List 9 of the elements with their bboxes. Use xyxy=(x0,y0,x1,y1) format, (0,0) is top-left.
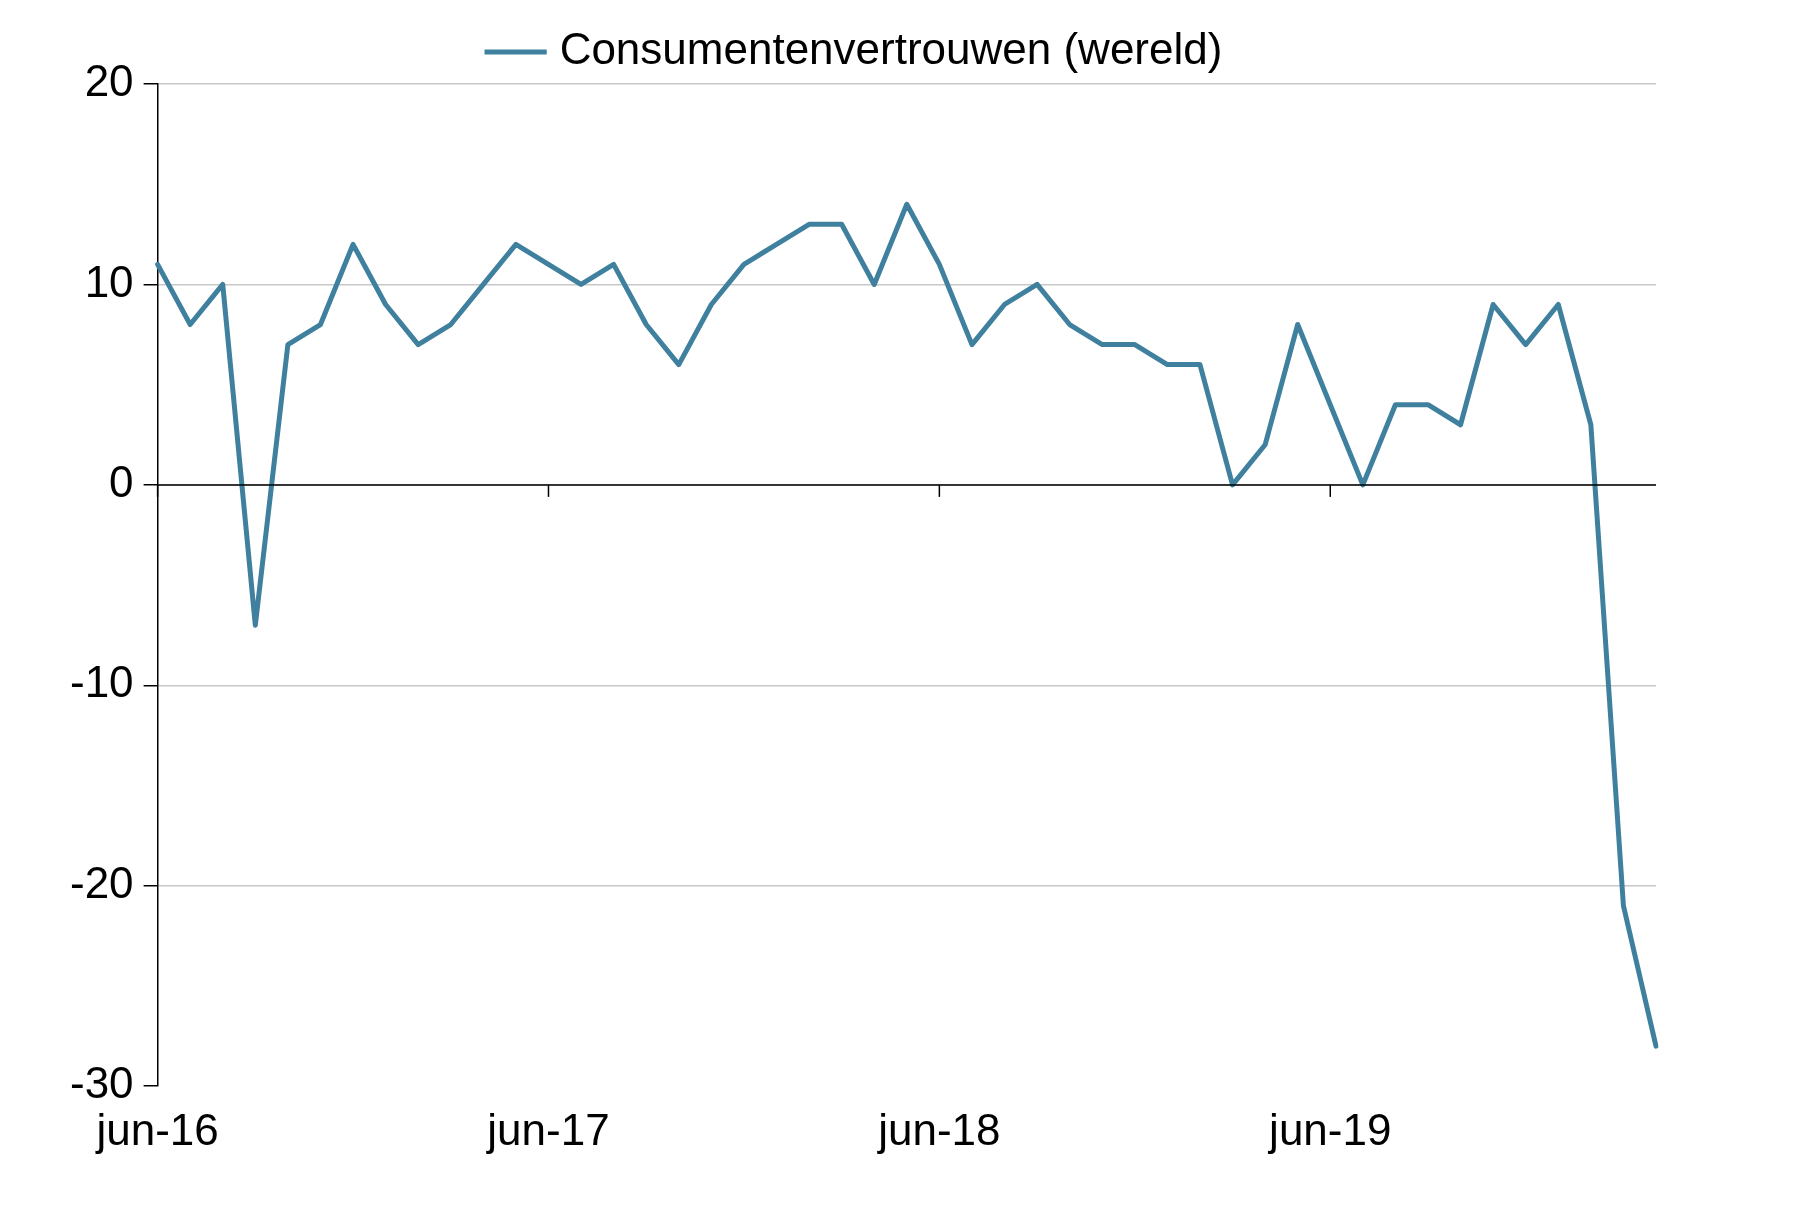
legend-label: Consumentenvertrouwen (wereld) xyxy=(559,24,1223,74)
y-tick-label: 0 xyxy=(109,457,134,507)
x-tick-label: jun-19 xyxy=(1267,1104,1392,1154)
x-tick-label: jun-18 xyxy=(876,1104,1001,1154)
y-tick-label: -20 xyxy=(70,857,134,907)
x-tick-label: jun-17 xyxy=(485,1104,610,1154)
y-tick-label: 10 xyxy=(84,256,134,306)
y-tick-label: 20 xyxy=(84,56,134,106)
y-tick-label: -10 xyxy=(70,657,134,707)
